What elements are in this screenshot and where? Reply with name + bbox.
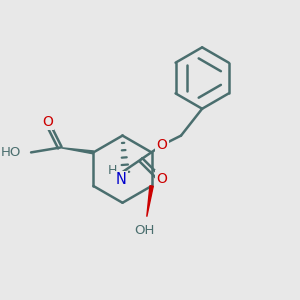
Text: N: N [116,172,127,187]
Text: O: O [42,115,53,129]
Polygon shape [60,148,94,154]
Text: HO: HO [1,146,22,159]
Text: O: O [156,172,167,186]
Text: H: H [107,164,117,177]
Text: O: O [156,138,167,152]
Polygon shape [147,186,153,217]
Text: OH: OH [135,224,155,237]
